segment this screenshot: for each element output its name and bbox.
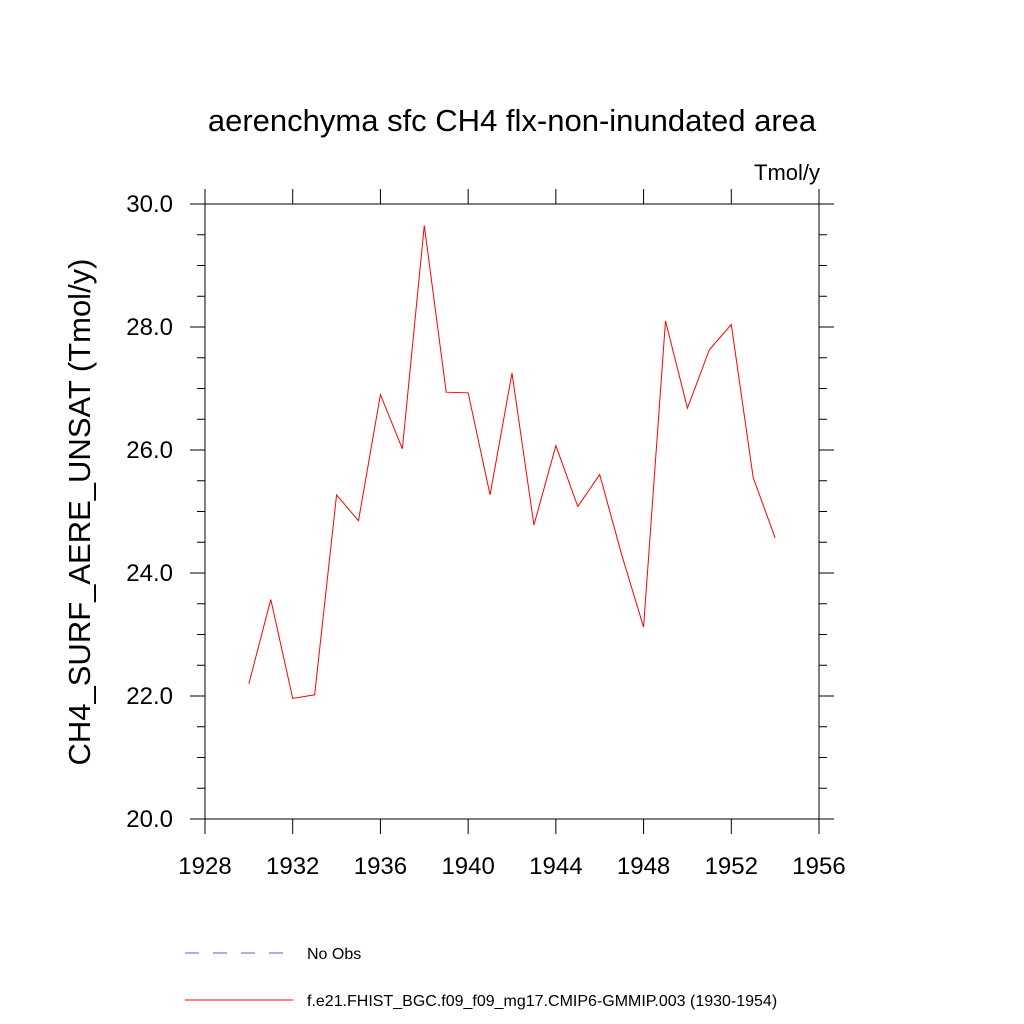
x-tick-label: 1932 [266,853,319,880]
plot-area [204,203,820,820]
legend-label: No Obs [307,946,361,963]
x-tick-label: 1944 [529,853,582,880]
x-tick-label: 1928 [178,853,231,880]
y-tick-label: 24.0 [126,560,173,587]
y-tick-label: 22.0 [126,683,173,710]
y-tick-label: 26.0 [126,437,173,464]
units-label: Tmol/y [754,160,820,185]
axis-ticks: 1928 1932 1936 1940 1944 1948 1952 1956 20.0 22.0… [126,189,846,880]
x-tick-label: 1936 [354,853,407,880]
y-axis-label: CH4_SURF_AERE_UNSAT (Tmol/y) [62,258,97,765]
series-line [248,225,776,700]
legend: No Obs f.e21.FHIST_BGC.f09_f09_mg17.CMIP6… [185,946,777,1010]
y-tick-label: 20.0 [126,806,173,833]
x-tick-label: 1940 [441,853,494,880]
x-tick-label: 1956 [792,853,845,880]
plot-frame [204,203,820,820]
chart-title: aerenchyma sfc CH4 flx-non-inundated are… [208,103,817,138]
y-tick-label: 30.0 [126,191,173,218]
legend-label: f.e21.FHIST_BGC.f09_f09_mg17.CMIP6-GMMIP… [307,993,777,1010]
x-tick-label: 1952 [705,853,758,880]
x-tick-label: 1948 [617,853,670,880]
y-tick-label: 28.0 [126,314,173,341]
